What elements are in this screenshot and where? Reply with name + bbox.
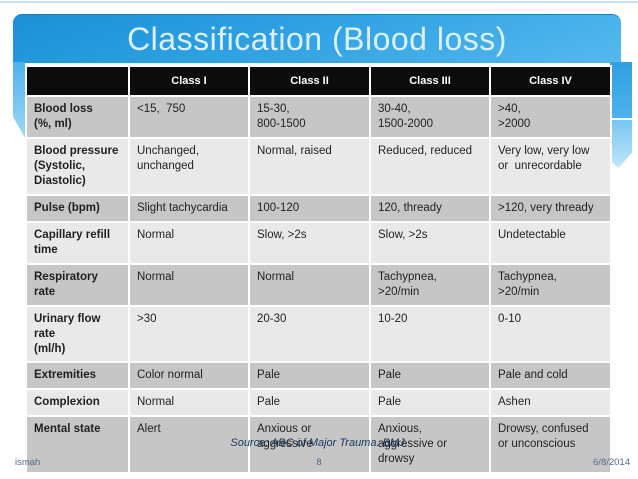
row-label: Blood loss (%, ml)	[25, 95, 130, 140]
column-header-class-3: Class III	[369, 64, 491, 98]
table-cell: Normal	[128, 262, 250, 307]
table-cell: Normal, raised	[248, 137, 371, 196]
table-cell: Undetectable	[489, 220, 612, 265]
table-cell: 0-10	[489, 304, 612, 364]
table-cell: Color normal	[128, 361, 250, 391]
row-label: Capillary refill time	[25, 220, 130, 265]
slide-title-band: Classification (Blood loss)	[13, 14, 621, 63]
table-cell: Very low, very low or unrecordable	[489, 137, 612, 196]
table-cell: Unchanged, unchanged	[128, 137, 250, 196]
table-row: Respiratory rate Normal Normal Tachypnea, >…	[25, 262, 612, 307]
table-cell: Pale	[248, 361, 371, 391]
row-label: Urinary flow rate (ml/h)	[25, 304, 130, 364]
table-cell: 10-20	[369, 304, 491, 364]
column-header-class-4: Class IV	[489, 64, 612, 98]
row-label: Respiratory rate	[25, 262, 130, 307]
source-citation: Source: ABC of Major Trauma. BMJ.	[230, 437, 408, 449]
table-cell: Ashen	[489, 388, 612, 418]
table-row: Pulse (bpm) Slight tachycardia 100-120 120,…	[25, 193, 612, 223]
table-body: Blood loss (%, ml) <15, 750 15-30, 800-150…	[25, 95, 612, 475]
row-label: Extremities	[25, 361, 130, 391]
footer-date: 6/8/2014	[593, 457, 630, 468]
table-cell: Anxious or aggressive	[248, 415, 371, 475]
table-cell: Tachypnea, >20/min	[369, 262, 491, 307]
table-cell: Anxious, aggressive or drowsy	[369, 415, 491, 475]
table-cell: Slight tachycardia	[128, 193, 250, 223]
table-cell: >120, very thready	[489, 193, 612, 223]
table-cell: Pale	[248, 388, 371, 418]
row-label: Complexion	[25, 388, 130, 418]
table-row: Urinary flow rate (ml/h) >30 20-30 10-20 0-1…	[25, 304, 612, 364]
table-cell: 15-30, 800-1500	[248, 95, 371, 140]
slide-top-accent-line	[0, 1, 638, 3]
table-cell: Pale	[369, 388, 491, 418]
table-cell: Tachypnea, >20/min	[489, 262, 612, 307]
table-cell: Slow, >2s	[248, 220, 371, 265]
table-cell: >30	[128, 304, 250, 364]
row-label: Blood pressure (Systolic, Diastolic)	[25, 137, 130, 196]
table-cell: >40, >2000	[489, 95, 612, 140]
table-header-row: Class I Class II Class III Class IV	[25, 64, 612, 98]
table-cell: 30-40, 1500-2000	[369, 95, 491, 140]
slide-footer: ismah 8 6/8/2014	[0, 457, 638, 471]
left-ribbon-decoration	[13, 62, 25, 138]
table-cell: 20-30	[248, 304, 371, 364]
footer-author: ismah	[15, 457, 41, 468]
table-cell: Reduced, reduced	[369, 137, 491, 196]
table-cell: Slow, >2s	[369, 220, 491, 265]
column-header-class-2: Class II	[248, 64, 371, 98]
table-cell: <15, 750	[128, 95, 250, 140]
table-cell: Normal	[128, 220, 250, 265]
table-cell: 100-120	[248, 193, 371, 223]
table-cell: Drowsy, confused or unconscious	[489, 415, 612, 475]
slide-title: Classification (Blood loss)	[127, 20, 507, 57]
row-label: Mental state	[25, 415, 130, 475]
table-row: Complexion Normal Pale Pale Ashen	[25, 388, 612, 418]
table-cell: Normal	[248, 262, 371, 307]
table-row: Blood pressure (Systolic, Diastolic) Unch…	[25, 137, 612, 196]
column-header-class-1: Class I	[128, 64, 250, 98]
table-cell: Pale	[369, 361, 491, 391]
row-label: Pulse (bpm)	[25, 193, 130, 223]
table-cell: Normal	[128, 388, 250, 418]
column-header-blank	[25, 64, 130, 98]
table-row: Blood loss (%, ml) <15, 750 15-30, 800-150…	[25, 95, 612, 140]
table-row: Capillary refill time Normal Slow, >2s Slow…	[25, 220, 612, 265]
table-cell: Alert	[128, 415, 250, 475]
table-row: Extremities Color normal Pale Pale Pale and …	[25, 361, 612, 391]
table-cell: 120, thready	[369, 193, 491, 223]
table-cell: Pale and cold	[489, 361, 612, 391]
right-ribbon-decoration-bottom	[610, 120, 632, 168]
footer-page-number: 8	[316, 457, 322, 468]
table-row: Mental state Alert Anxious or aggressive An…	[25, 415, 612, 475]
right-ribbon-decoration-top	[610, 62, 632, 118]
classification-table: Class I Class II Class III Class IV Bloo…	[25, 64, 612, 475]
